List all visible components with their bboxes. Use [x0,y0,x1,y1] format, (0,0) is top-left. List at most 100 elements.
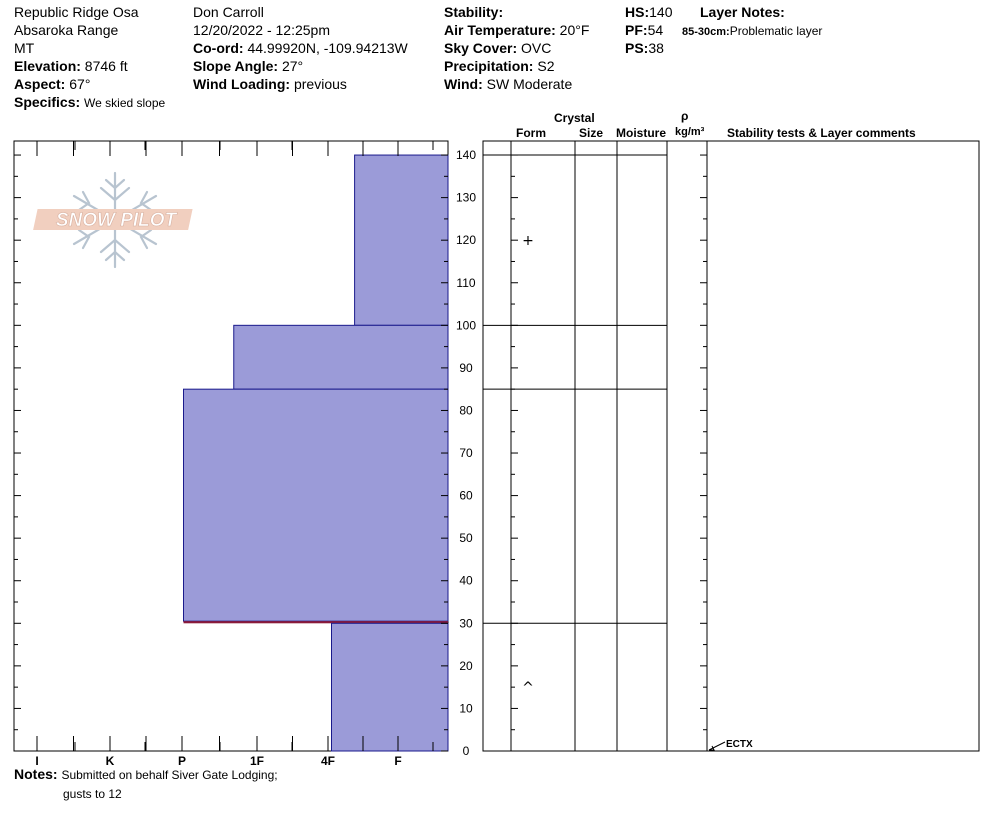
problematic-layer-marker [183,621,448,624]
precip-value: S2 [537,58,555,74]
snowflake-icon [72,171,158,269]
stability-test-pointer-0 [708,741,726,751]
specifics-label: Specifics: [14,94,81,110]
stability-test-markers: ECTX [708,739,753,751]
layer-table-frame [482,140,980,752]
logo-text: SNOW PILOT [56,210,178,231]
elevation-row: Elevation: 8746 ft [14,57,128,75]
precip-label: Precipitation: [444,58,534,74]
elevation-value: 8746 ft [84,58,128,74]
wind-loading-row: Wind Loading: previous [193,75,347,93]
hardness-label-I: I [35,754,38,768]
grain-form-symbol-1: ^ [522,680,534,696]
specifics-value: We skied slope [84,96,166,110]
layer-note-text: Problematic layer [729,24,823,38]
hardness-layer-bar-1 [233,324,449,390]
right-depth-ticks [441,154,448,752]
precipitation-row: Precipitation: S2 [444,57,554,75]
wind-row: Wind: SW Moderate [444,75,572,93]
grain-form-symbols: +^ [522,233,534,696]
ps-row: PS:38 [625,39,664,57]
depth-label-70: 70 [459,446,473,460]
stability-row: Stability: [444,3,503,21]
slope-angle-row: Slope Angle: 27° [193,57,303,75]
location-name: Republic Ridge Osa [14,4,139,20]
depth-label-140: 140 [456,148,476,162]
hardness-label-P: P [178,754,186,768]
snowpilot-logo: SNOW PILOT [33,171,193,269]
logo-banner [33,209,193,230]
ps-label: PS: [625,40,649,56]
crystal-header: Crystal [554,111,595,125]
form-header: Form [516,126,546,140]
notes-line2: gusts to 12 [63,787,122,801]
air-temp-value: 20°F [559,22,590,38]
stability-test-arrowhead-0 [709,745,715,751]
coordinates-row: Co-ord: 44.99920N, -109.94213W [193,39,408,57]
aspect-row: Aspect: 67° [14,75,90,93]
hardness-label-F: F [394,754,401,768]
depth-label-110: 110 [456,276,475,290]
hardness-label-K: K [106,754,115,768]
hs-value: 140 [649,4,673,20]
aspect-value: 67° [69,76,91,92]
slope-label: Slope Angle: [193,58,279,74]
layer-note-range: 85-30cm: [682,26,730,38]
stability-label: Stability: [444,4,504,20]
depth-axis-labels: 0 10 20 30 40 50 60 70 80 90 100 110 120 130 140 [456,148,476,758]
layer-boundary-lines [483,154,667,624]
coord-value: 44.99920N, -109.94213W [247,40,408,56]
notes-label: Notes: [14,766,58,782]
sky-cover-row: Sky Cover: OVC [444,39,551,57]
notes-line1: Submitted on behalf Siver Gate Lodging; [61,768,278,782]
stability-comments-header: Stability tests & Layer comments [727,126,916,140]
density-symbol-header: ρ [681,109,689,123]
notes-row: Notes: Submitted on behalf Siver Gate Lo… [14,765,278,784]
coord-label: Co-ord: [193,40,244,56]
observer-name: Don Carroll [193,4,264,20]
aspect-label: Aspect: [14,76,66,92]
mountain-range: Absaroka Range [14,22,119,38]
elevation-label: Elevation: [14,58,81,74]
wind-loading-label: Wind Loading: [193,76,291,92]
hardness-scale-labels: I K P 1F 4F F [35,754,401,768]
bottom-hardness-ticks [36,736,434,751]
hardness-label-1F: 1F [250,754,264,768]
air-temperature-row: Air Temperature: 20°F [444,21,589,39]
depth-label-80: 80 [459,403,473,417]
size-header: Size [579,126,604,140]
hs-row: HS:140 [625,3,672,21]
stability-test-label-0: ECTX [726,739,753,750]
layer-note: 85-30cm:Problematic layer [682,22,822,41]
air-temp-label: Air Temperature: [444,22,556,38]
ps-value: 38 [648,40,664,56]
depth-label-100: 100 [456,318,476,332]
top-hardness-ticks [36,141,434,156]
wind-loading-value: previous [293,76,347,92]
depth-label-120: 120 [456,233,476,247]
depth-label-40: 40 [459,574,473,588]
table-depth-ticks [511,154,707,752]
depth-label-30: 30 [459,616,473,630]
pf-row: PF:54 [625,21,663,39]
hardness-layer-bar-2 [183,388,449,622]
hs-label: HS: [625,4,650,20]
depth-label-130: 130 [456,191,476,205]
layer-notes-label: Layer Notes: [700,4,785,20]
depth-label-60: 60 [459,489,473,503]
depth-label-90: 90 [459,361,473,375]
sky-label: Sky Cover: [444,40,518,56]
wind-label: Wind: [444,76,483,92]
hardness-label-4F: 4F [321,754,335,768]
sky-value: OVC [521,40,552,56]
wind-value: SW Moderate [486,76,573,92]
depth-label-20: 20 [459,659,473,673]
hardness-layers [183,154,449,752]
observation-datetime: 12/20/2022 - 12:25pm [193,22,330,38]
specifics-row: Specifics: We skied slope [14,93,165,112]
depth-label-50: 50 [459,531,473,545]
depth-label-10: 10 [459,701,473,715]
slope-value: 27° [281,58,304,74]
moisture-header: Moisture [616,126,667,140]
